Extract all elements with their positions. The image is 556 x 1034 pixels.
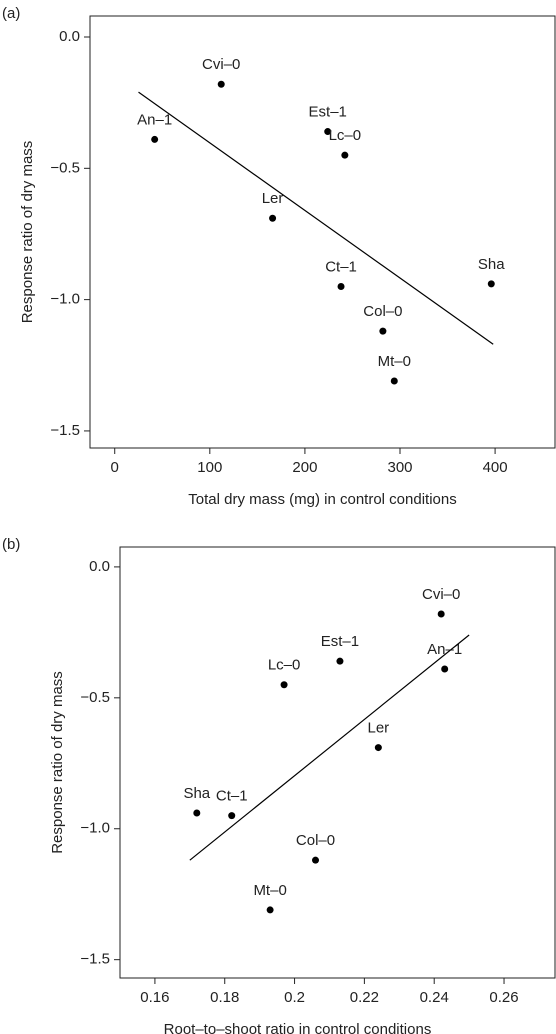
point-label: An–1 <box>427 641 462 658</box>
x-tick-label: 400 <box>483 459 508 476</box>
point <box>217 80 225 88</box>
y-tick-label: 0.0 <box>89 558 110 575</box>
point-label: Col–0 <box>296 832 335 849</box>
y-axis-title: Response ratio of dry mass <box>19 141 36 324</box>
point-label: Ler <box>262 190 284 207</box>
point-label: Sha <box>183 785 210 802</box>
y-tick-label: −1.0 <box>50 291 80 308</box>
panel-label: (a) <box>2 5 20 22</box>
point <box>374 744 382 752</box>
fit-line <box>189 634 470 861</box>
x-tick-label: 0.24 <box>420 989 449 1006</box>
point-label: Col–0 <box>363 303 402 320</box>
point <box>312 856 320 864</box>
point-label: An–1 <box>137 111 172 128</box>
point-label: Sha <box>478 256 505 273</box>
panel-label: (b) <box>2 536 20 553</box>
point-label: Lc–0 <box>268 657 301 674</box>
point-label: Mt–0 <box>378 353 411 370</box>
y-tick-label: −1.0 <box>80 820 110 837</box>
point <box>337 282 345 290</box>
point <box>280 681 288 689</box>
y-tick-label: −0.5 <box>80 689 110 706</box>
point <box>487 280 495 288</box>
point-label: Est–1 <box>321 633 359 650</box>
point-label: Ler <box>368 720 390 737</box>
x-axis-title: Total dry mass (mg) in control condition… <box>188 491 456 508</box>
point <box>266 906 274 914</box>
x-tick-label: 0.26 <box>489 989 518 1006</box>
y-axis-title: Response ratio of dry mass <box>49 671 66 854</box>
point-label: Lc–0 <box>329 127 362 144</box>
point <box>379 327 387 335</box>
y-tick-label: 0.0 <box>59 28 80 45</box>
plot-frame <box>89 15 556 449</box>
point <box>228 812 236 820</box>
x-tick-label: 300 <box>387 459 412 476</box>
x-tick-label: 0.18 <box>210 989 239 1006</box>
point <box>441 665 449 673</box>
y-tick-label: −0.5 <box>50 159 80 176</box>
point <box>390 377 398 385</box>
point <box>437 610 445 618</box>
point-label: Cvi–0 <box>422 586 460 603</box>
x-tick-label: 0.2 <box>284 989 305 1006</box>
fit-line <box>138 91 494 345</box>
x-tick-label: 0.16 <box>140 989 169 1006</box>
point-label: Est–1 <box>309 104 347 121</box>
x-tick-label: 0 <box>111 459 119 476</box>
point <box>324 128 332 136</box>
x-tick-label: 100 <box>197 459 222 476</box>
point-label: Cvi–0 <box>202 56 240 73</box>
point <box>341 151 349 159</box>
point-label: Ct–1 <box>216 788 248 805</box>
point <box>336 657 344 665</box>
y-tick-label: −1.5 <box>80 951 110 968</box>
point-label: Ct–1 <box>325 258 357 275</box>
point <box>269 214 277 222</box>
x-tick-label: 200 <box>292 459 317 476</box>
point-label: Mt–0 <box>253 882 286 899</box>
x-tick-label: 0.22 <box>350 989 379 1006</box>
point <box>193 809 201 817</box>
x-axis-title: Root–to–shoot ratio in control condition… <box>164 1021 432 1034</box>
point <box>151 135 159 143</box>
plot-frame <box>119 546 556 979</box>
y-tick-label: −1.5 <box>50 422 80 439</box>
